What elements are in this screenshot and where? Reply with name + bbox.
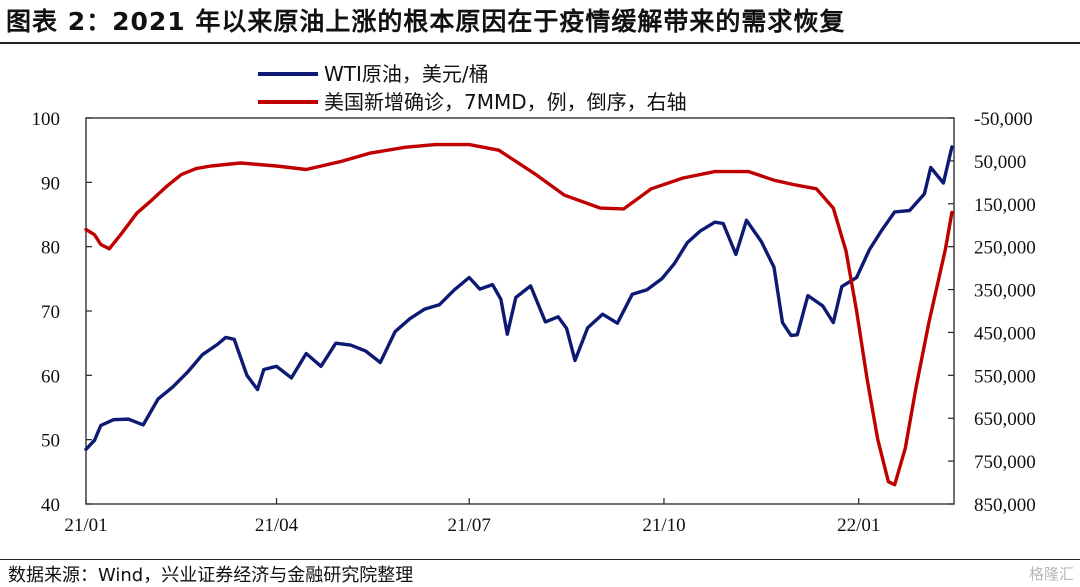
- series-line-us-cases: [84, 142, 954, 487]
- legend-label: 美国新增确诊，7MMD，例，倒序，右轴: [324, 90, 687, 114]
- right-tick-label: 150,000: [974, 195, 1036, 216]
- x-tick-label: 22/01: [837, 515, 880, 536]
- right-tick-label: 850,000: [974, 495, 1036, 516]
- series-line-wti: [84, 145, 954, 451]
- x-tick-label: 21/04: [255, 515, 299, 536]
- plot-frame: [85, 117, 955, 505]
- legend-label: WTI原油，美元/桶: [324, 62, 489, 86]
- left-tick-label: 100: [32, 109, 61, 130]
- watermark: 格隆汇: [1028, 565, 1074, 583]
- right-tick-label: 350,000: [974, 281, 1036, 302]
- left-tick-label: 80: [41, 238, 60, 259]
- x-tick-label: 21/07: [448, 515, 491, 536]
- right-tick-label: 550,000: [974, 366, 1036, 387]
- right-tick-label: -50,000: [974, 109, 1033, 130]
- right-tick-label: 750,000: [974, 452, 1036, 473]
- right-tick-label: 50,000: [974, 152, 1026, 173]
- chart-title: 图表 2：2021 年以来原油上涨的根本原因在于疫情缓解带来的需求恢复: [6, 7, 846, 36]
- right-tick-label: 650,000: [974, 409, 1036, 430]
- chart-area: 100 90 80 70 60 50 40 -50,000 50,000 150,000 250,0…: [32, 62, 1036, 536]
- left-tick-label: 70: [41, 302, 60, 323]
- x-tick-label: 21/01: [64, 515, 107, 536]
- left-tick-label: 50: [41, 431, 60, 452]
- right-tick-label: 450,000: [974, 323, 1036, 344]
- left-tick-label: 40: [41, 495, 60, 516]
- right-tick-label: 250,000: [974, 238, 1036, 259]
- x-tick-label: 21/10: [642, 515, 685, 536]
- source-note: 数据来源：Wind，兴业证券经济与金融研究院整理: [8, 565, 414, 586]
- bottom-rule: [0, 559, 1080, 560]
- left-tick-label: 90: [41, 173, 60, 194]
- title-rule: [0, 42, 1080, 44]
- title-bar: 图表 2：2021 年以来原油上涨的根本原因在于疫情缓解带来的需求恢复: [0, 0, 1080, 44]
- left-tick-label: 60: [41, 366, 60, 387]
